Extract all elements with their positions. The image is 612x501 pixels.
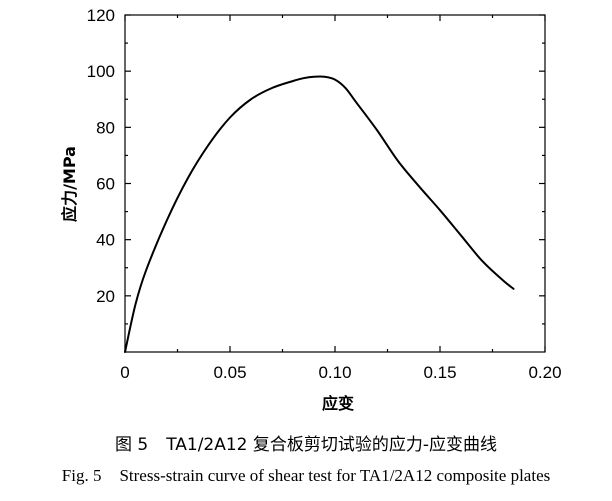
- axis-tick-labels: 0 0.05 0.10 0.15 0.20 20 40 60 80 100 120: [87, 6, 562, 382]
- x-tick-label: 0: [120, 363, 129, 382]
- caption-english-number: Fig. 5: [61, 466, 102, 485]
- x-tick-label: 0.20: [528, 363, 561, 382]
- y-tick-label: 20: [96, 287, 115, 306]
- plot-area: [124, 14, 546, 353]
- axis-ticks: [124, 14, 546, 352]
- x-axis-title: 应变: [322, 394, 354, 413]
- y-tick-label: 40: [96, 231, 115, 250]
- caption-english: Fig. 5 Stress-strain curve of shear test …: [0, 466, 612, 486]
- x-tick-label: 0.05: [213, 363, 246, 382]
- y-axis-title: 应力/MPa: [60, 146, 79, 222]
- stress-strain-curve: [124, 75, 515, 353]
- x-tick-label: 0.15: [423, 363, 456, 382]
- caption-chinese-text: TA1/2A12 复合板剪切试验的应力-应变曲线: [166, 435, 498, 455]
- caption-chinese-number: 图 5: [114, 435, 149, 455]
- caption-chinese: 图 5 TA1/2A12 复合板剪切试验的应力-应变曲线: [0, 430, 612, 455]
- y-tick-label: 60: [96, 175, 115, 194]
- y-tick-label: 120: [87, 6, 115, 25]
- y-tick-label: 80: [96, 118, 115, 137]
- plot-frame: [124, 14, 546, 353]
- x-tick-label: 0.10: [318, 363, 351, 382]
- caption-english-text: Stress-strain curve of shear test for TA…: [119, 466, 551, 485]
- y-tick-label: 100: [87, 62, 115, 81]
- stress-strain-chart: 0 0.05 0.10 0.15 0.20 20 40 60 80 100 120 应变 应力/MP…: [60, 6, 562, 413]
